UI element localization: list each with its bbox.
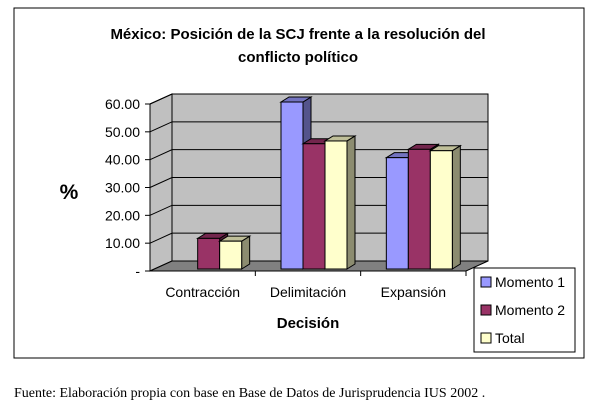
x-tick-label: Delimitación — [270, 284, 346, 300]
x-axis-label: Decisión — [277, 315, 340, 332]
y-tick-label: - — [135, 263, 140, 279]
gridline — [149, 177, 488, 188]
gridline — [149, 232, 488, 244]
legend: Momento 1 Momento 2 Total — [473, 267, 576, 353]
x-tick-label: Contracción — [165, 284, 240, 300]
y-tick-label: 40.00 — [105, 152, 140, 168]
gridline — [149, 121, 488, 133]
y-tick-label: 20.00 — [105, 207, 140, 223]
gridline — [149, 149, 488, 161]
bar-front — [280, 101, 304, 270]
bar-front — [407, 148, 431, 270]
bar-front — [302, 143, 326, 270]
y-tick-label: 30.00 — [105, 180, 140, 196]
legend-label: Total — [495, 330, 525, 346]
x-tick-label: Expansión — [381, 284, 446, 300]
legend-swatch — [480, 332, 492, 344]
bar-front — [385, 157, 409, 270]
gridline — [149, 204, 488, 216]
y-tick-label: 50.00 — [105, 124, 140, 140]
gridlines — [149, 93, 488, 244]
bar-front — [219, 240, 243, 270]
legend-label: Momento 1 — [495, 274, 565, 290]
y-axis-ticks: - 10.00 20.00 30.00 40.00 50.00 60.00 — [105, 96, 150, 279]
chart-title-line-2: conflicto político — [238, 49, 358, 66]
source-note: Fuente: Elaboración propia con base en B… — [14, 386, 485, 401]
legend-swatch — [480, 276, 492, 288]
bar-front — [197, 237, 221, 270]
y-tick-label: 60.00 — [105, 96, 140, 112]
x-axis-ticks: Contracción Delimitación Expansión — [165, 271, 467, 300]
y-tick-label: 10.00 — [105, 235, 140, 251]
bars — [195, 96, 463, 270]
bar-front — [324, 140, 348, 270]
gridline — [149, 93, 488, 105]
legend-label: Momento 2 — [495, 302, 565, 318]
bar — [323, 135, 357, 270]
y-axis-label: % — [60, 181, 79, 204]
bar-front — [429, 150, 453, 270]
bar — [217, 235, 252, 270]
bar-side — [451, 144, 461, 270]
legend-swatch — [480, 304, 492, 316]
chart-title-line-1: México: Posición de la SCJ frente a la r… — [110, 26, 485, 43]
bar-side — [346, 135, 356, 270]
bar — [428, 144, 463, 270]
bar-side — [241, 235, 251, 270]
